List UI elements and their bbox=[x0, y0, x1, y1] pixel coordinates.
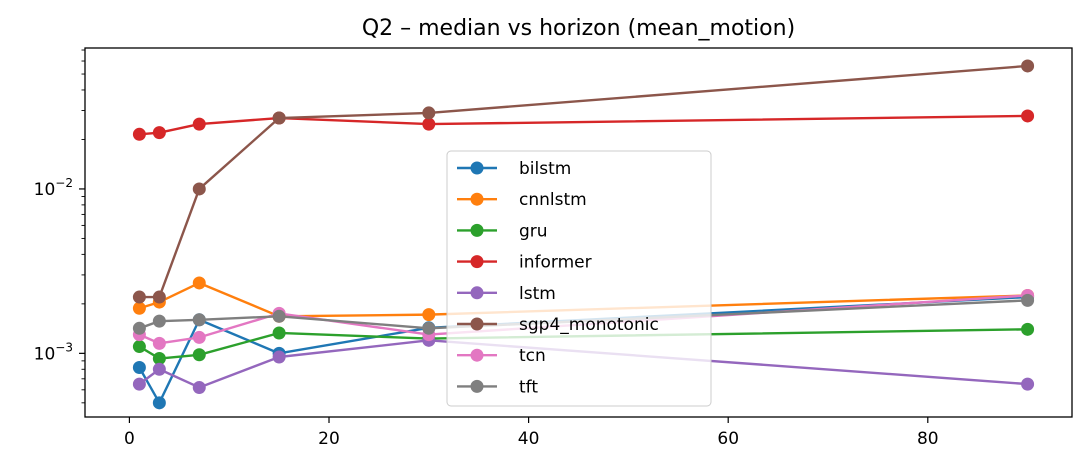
data-point-sgp4_monotonic bbox=[422, 106, 436, 120]
data-point-informer bbox=[1021, 109, 1035, 123]
legend-entry-tft: tft bbox=[457, 377, 538, 397]
series-informer bbox=[132, 109, 1035, 141]
plot-frame bbox=[84, 47, 1073, 418]
legend-marker bbox=[470, 348, 484, 362]
legend-entry-cnnlstm: cnnlstm bbox=[457, 190, 587, 210]
data-point-gru bbox=[1021, 322, 1035, 336]
legend-label: sgp4_monotonic bbox=[519, 315, 659, 335]
y-tick-base: 10 bbox=[34, 344, 56, 364]
data-point-cnnlstm bbox=[192, 276, 206, 290]
x-tick-label: 0 bbox=[124, 429, 135, 449]
series-sgp4_monotonic bbox=[132, 59, 1035, 304]
legend-entry-informer: informer bbox=[457, 253, 592, 273]
data-point-cnnlstm bbox=[132, 301, 146, 315]
chart-title: Q2 – median vs horizon (mean_motion) bbox=[362, 16, 795, 41]
legend-label: cnnlstm bbox=[519, 190, 587, 210]
data-point-sgp4_monotonic bbox=[132, 290, 146, 304]
legend-label: informer bbox=[519, 253, 592, 273]
y-tick-label: 10−3 bbox=[34, 340, 73, 364]
legend-entry-tcn: tcn bbox=[457, 346, 546, 366]
data-point-tft bbox=[272, 309, 286, 323]
legend-marker bbox=[470, 161, 484, 175]
y-tick-exponent: −2 bbox=[55, 176, 73, 190]
data-point-gru bbox=[272, 326, 286, 340]
legend-entry-lstm: lstm bbox=[457, 284, 556, 304]
y-tick-exponent: −3 bbox=[55, 340, 73, 354]
legend-label: lstm bbox=[519, 284, 556, 304]
data-point-lstm bbox=[132, 377, 146, 391]
data-point-informer bbox=[422, 117, 436, 131]
data-point-bilstm bbox=[152, 396, 166, 410]
data-point-tcn bbox=[192, 330, 206, 344]
data-point-sgp4_monotonic bbox=[152, 290, 166, 304]
data-point-tcn bbox=[152, 336, 166, 350]
x-tick-label: 60 bbox=[717, 429, 739, 449]
x-tick-label: 20 bbox=[318, 429, 340, 449]
data-point-lstm bbox=[192, 380, 206, 394]
data-point-gru bbox=[152, 352, 166, 366]
data-point-sgp4_monotonic bbox=[272, 111, 286, 125]
x-tick-label: 40 bbox=[518, 429, 540, 449]
data-point-informer bbox=[152, 126, 166, 140]
data-point-lstm bbox=[152, 362, 166, 376]
legend-marker bbox=[470, 379, 484, 393]
legend-marker bbox=[470, 223, 484, 237]
legend-marker bbox=[470, 192, 484, 206]
y-tick-base: 10 bbox=[34, 180, 56, 200]
legend-entry-bilstm: bilstm bbox=[457, 159, 571, 179]
legend-label: tft bbox=[519, 377, 538, 397]
data-point-cnnlstm bbox=[422, 308, 436, 322]
data-point-tft bbox=[152, 314, 166, 328]
data-point-gru bbox=[132, 340, 146, 354]
x-tick-label: 80 bbox=[917, 429, 939, 449]
legend-box bbox=[446, 150, 712, 407]
legend: bilstm cnnlstm gru informer lstm sgp4_monoton… bbox=[446, 150, 712, 407]
y-tick-label: 10−2 bbox=[34, 176, 73, 200]
legend-label: bilstm bbox=[519, 159, 571, 179]
data-point-lstm bbox=[272, 350, 286, 364]
legend-label: gru bbox=[519, 221, 548, 241]
data-point-tft bbox=[132, 321, 146, 335]
data-point-informer bbox=[132, 127, 146, 141]
data-point-sgp4_monotonic bbox=[1021, 59, 1035, 73]
legend-entry-gru: gru bbox=[457, 221, 548, 241]
legend-label: tcn bbox=[519, 346, 546, 366]
data-point-tft bbox=[1021, 293, 1035, 307]
data-point-informer bbox=[192, 117, 206, 131]
legend-marker bbox=[470, 286, 484, 300]
data-point-tft bbox=[192, 313, 206, 327]
data-point-tft bbox=[422, 321, 436, 335]
legend-entry-sgp4_monotonic: sgp4_monotonic bbox=[457, 315, 659, 335]
legend-marker bbox=[470, 255, 484, 269]
data-point-gru bbox=[192, 348, 206, 362]
data-point-lstm bbox=[1021, 377, 1035, 391]
data-point-sgp4_monotonic bbox=[192, 182, 206, 196]
legend-marker bbox=[470, 317, 484, 331]
data-point-bilstm bbox=[132, 361, 146, 375]
